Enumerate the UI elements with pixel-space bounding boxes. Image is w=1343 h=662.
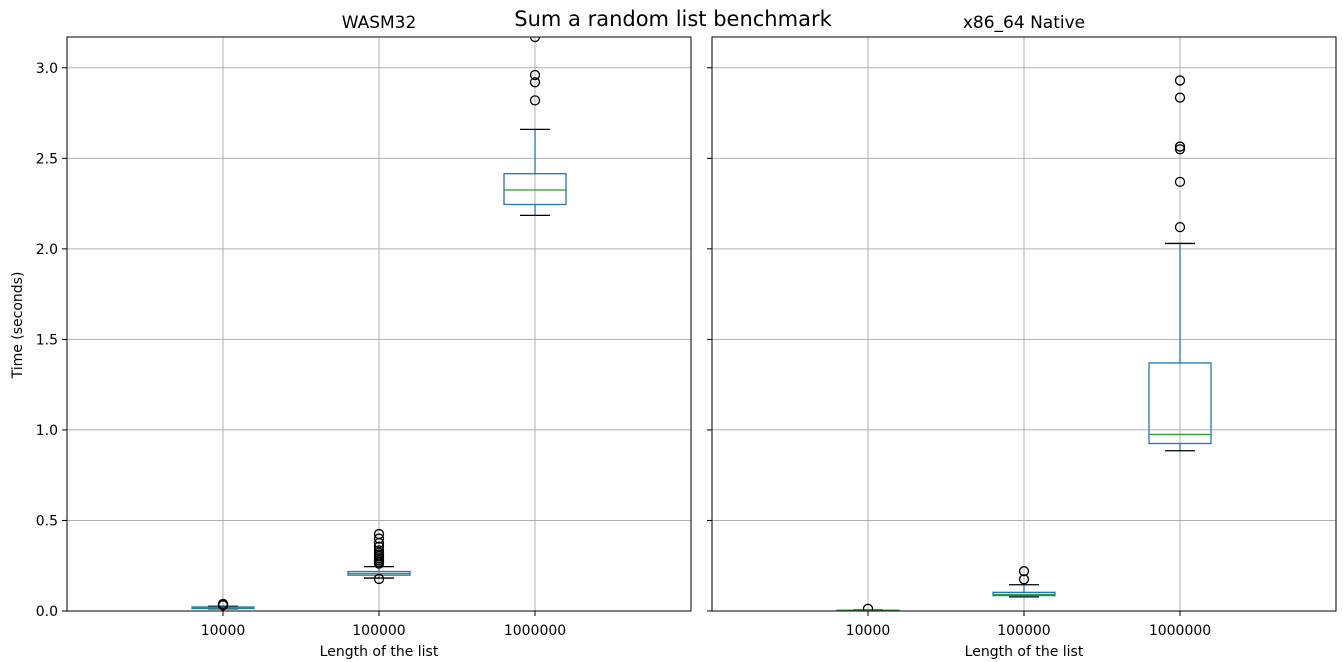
outlier-point [373, 545, 385, 556]
iqr-box [1148, 362, 1212, 445]
x-axis-label: Length of the list [320, 644, 439, 660]
boxplot-marks [836, 75, 1212, 611]
subplot-x86-64-native: 10000 100000 1000000 x86_64 Native Length of… [707, 13, 1337, 660]
outlier-point [862, 603, 874, 611]
suptitle: Sum a random list benchmark [514, 7, 832, 31]
outlier-point [1018, 574, 1030, 585]
outlier-point [373, 533, 385, 544]
outlier-point [529, 77, 541, 88]
outlier-point [1174, 141, 1186, 152]
box-100000 [992, 566, 1056, 598]
x-tick-label: 1000000 [1149, 623, 1211, 639]
outlier-point [1174, 176, 1186, 188]
box-10000 [191, 598, 255, 611]
box-100000 [347, 528, 411, 585]
subplot-title: x86_64 Native [963, 13, 1085, 33]
outlier-point [529, 95, 541, 106]
x-tick-label: 100000 [997, 623, 1050, 639]
boxplot-marks [191, 37, 567, 611]
x-axis-label: Length of the list [965, 644, 1084, 660]
box-1000000 [1148, 75, 1212, 452]
outlier-point [1018, 566, 1030, 577]
x-tick-label: 100000 [352, 623, 405, 639]
y-tick-label: 0.5 [36, 513, 58, 529]
outlier-point [529, 37, 541, 43]
outlier-point [217, 600, 229, 611]
y-tick-label: 3.0 [36, 61, 58, 77]
subplot-wasm32: 0.0 0.5 1.0 1.5 2.0 2.5 3.0 10000 100000 1000000 W… [36, 13, 692, 660]
y-axis-label: Time (seconds) [10, 272, 26, 380]
outlier-point [373, 573, 385, 585]
outlier-point [373, 528, 385, 540]
x-tick-label: 1000000 [504, 623, 566, 639]
y-tick-label: 2.0 [36, 242, 58, 258]
y-tick-label: 1.0 [36, 423, 58, 439]
x-tick-label: 10000 [846, 623, 891, 639]
outlier-point [1174, 75, 1186, 86]
y-tick-label: 1.5 [36, 332, 58, 348]
y-tick-label: 0.0 [36, 604, 58, 620]
x-tick-label: 10000 [201, 623, 246, 639]
outlier-point [529, 69, 541, 81]
outlier-point [1174, 92, 1186, 103]
iqr-box [503, 173, 567, 206]
outlier-point [1174, 144, 1186, 155]
box-1000000 [503, 37, 567, 217]
y-tick-label: 2.5 [36, 151, 58, 167]
subplot-title: WASM32 [342, 13, 417, 33]
outlier-point [373, 541, 385, 552]
outlier-point [1174, 221, 1186, 233]
